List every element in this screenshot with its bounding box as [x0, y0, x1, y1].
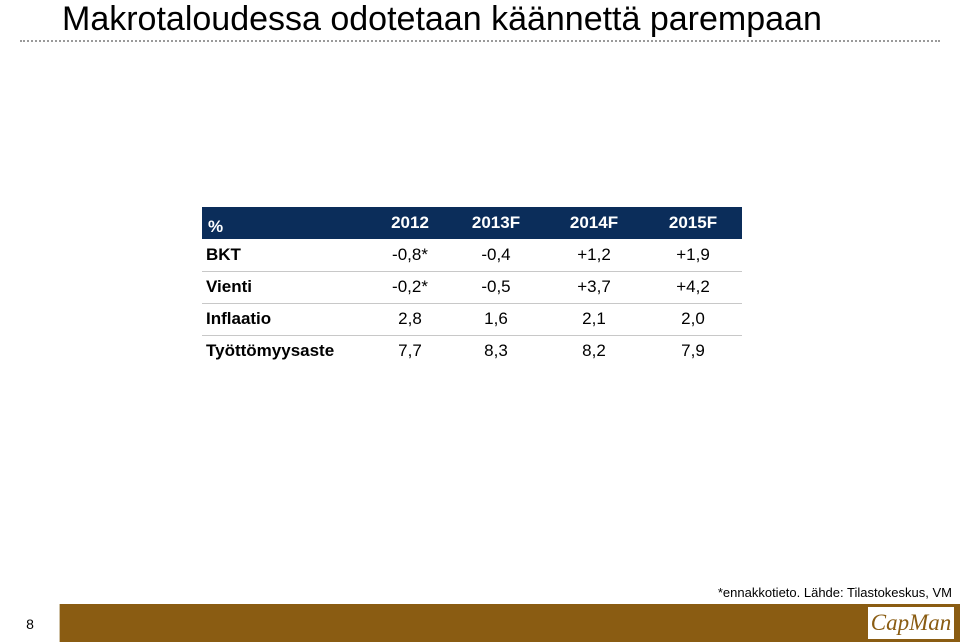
table-row: Inflaatio 2,8 1,6 2,1 2,0: [202, 303, 742, 336]
table-row: Työttömyysaste 7,7 8,3 8,2 7,9: [202, 335, 742, 367]
column-header: 2014F: [544, 207, 644, 239]
table-cell: -0,8*: [372, 239, 448, 272]
title-divider: [20, 40, 940, 42]
table-cell: 8,3: [484, 341, 508, 361]
column-header: 2013F: [448, 207, 544, 239]
table-cell: 8,2: [582, 341, 606, 361]
table-cell: +1,2: [544, 239, 644, 272]
table-cell: 2,8: [372, 303, 448, 336]
column-header: 2012: [372, 207, 448, 239]
table-cell: 7,9: [681, 341, 705, 361]
table-cell: +4,2: [644, 271, 742, 304]
table-cell: +3,7: [544, 271, 644, 304]
table-row: BKT -0,8* -0,4 +1,2 +1,9: [202, 239, 742, 272]
table-cell: 7,7: [398, 341, 422, 361]
row-label: Vienti: [202, 271, 372, 304]
table-cell: 2,0: [644, 303, 742, 336]
row-label: BKT: [202, 239, 372, 272]
capman-logo: CapMan: [868, 607, 954, 639]
table-cell: -0,4: [448, 239, 544, 272]
column-header: 2015F: [644, 207, 742, 239]
table-row: Vienti -0,2* -0,5 +3,7 +4,2: [202, 271, 742, 304]
table-cell: 2,1: [544, 303, 644, 336]
footer-bar: [0, 604, 960, 642]
table-cell: -0,2*: [372, 271, 448, 304]
row-label: Inflaatio: [202, 303, 372, 336]
table-cell: -0,5: [448, 271, 544, 304]
table-header-row: % 2012 2013F 2014F 2015F: [202, 207, 742, 239]
slide-title: Makrotaloudessa odotetaan käännettä pare…: [62, 0, 822, 38]
page-number: 8: [26, 616, 34, 632]
source-footnote: *ennakkotieto. Lähde: Tilastokeskus, VM: [717, 585, 952, 600]
macro-forecast-table: % 2012 2013F 2014F 2015F BKT -0,8* -0,4 …: [202, 207, 742, 367]
page-number-box: [0, 604, 60, 642]
table-cell: 1,6: [448, 303, 544, 336]
table-cell: +1,9: [644, 239, 742, 272]
row-label: Työttömyysaste: [206, 341, 335, 361]
table-corner-unit: %: [202, 207, 372, 239]
